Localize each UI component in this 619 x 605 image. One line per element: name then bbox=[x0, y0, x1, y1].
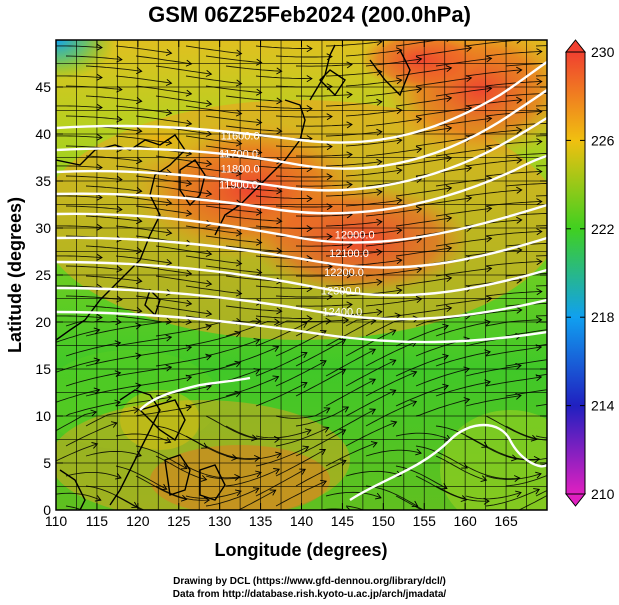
y-tick-label: 30 bbox=[35, 220, 51, 236]
colorbar-tick-label: 230 bbox=[591, 44, 615, 60]
x-tick-label: 165 bbox=[494, 513, 518, 529]
geopotential-contours bbox=[56, 61, 547, 501]
y-tick-label: 35 bbox=[35, 173, 51, 189]
x-tick-label: 140 bbox=[290, 513, 314, 529]
x-tick-label: 155 bbox=[413, 513, 437, 529]
credit-drawing: Drawing by DCL (https://www.gfd-dennou.o… bbox=[173, 576, 446, 587]
contour-labels: 11600.0 11700.0 11800.0 11900.0 12000.0 12100… bbox=[219, 131, 375, 319]
contour-label: 11900.0 bbox=[219, 180, 258, 192]
colorbar-bottom-arrow bbox=[564, 493, 587, 507]
colorbar-top-arrow bbox=[564, 39, 587, 53]
x-tick-label: 135 bbox=[249, 513, 273, 529]
x-tick-label: 145 bbox=[331, 513, 355, 529]
x-tick-label: 120 bbox=[126, 513, 150, 529]
colorbar-tick-label: 218 bbox=[591, 309, 615, 325]
contour-label: 12300.0 bbox=[321, 286, 361, 298]
contour-label: 12400.0 bbox=[323, 306, 363, 318]
y-tick-label: 15 bbox=[35, 361, 51, 377]
y-tick-label: 10 bbox=[35, 408, 51, 424]
colorbar-tick-label: 210 bbox=[591, 486, 615, 502]
y-tick-label: 25 bbox=[35, 267, 51, 283]
colorbar: 210 214 218 222 226 230 bbox=[564, 39, 615, 507]
contour-label: 12100.0 bbox=[329, 248, 369, 260]
credit-data: Data from http://database.rish.kyoto-u.a… bbox=[172, 589, 447, 600]
x-tick-label: 125 bbox=[167, 513, 191, 529]
y-axis-label: Latitude (degrees) bbox=[5, 197, 25, 353]
colorbar-tick-label: 214 bbox=[591, 398, 615, 414]
x-tick-label: 160 bbox=[453, 513, 477, 529]
map-title: GSM 06Z25Feb2024 (200.0hPa) bbox=[148, 2, 471, 27]
colorbar-tick-label: 226 bbox=[591, 132, 615, 148]
x-tick-label: 150 bbox=[372, 513, 396, 529]
x-tick-label: 130 bbox=[208, 513, 232, 529]
y-tick-label: 0 bbox=[43, 502, 51, 518]
contour-label: 11800.0 bbox=[221, 164, 260, 176]
y-axis-ticks: 0 5 10 15 20 25 30 35 40 45 bbox=[35, 79, 547, 518]
y-tick-label: 5 bbox=[43, 455, 51, 471]
y-tick-label: 45 bbox=[35, 79, 51, 95]
x-axis-label: Longitude (degrees) bbox=[214, 540, 387, 560]
y-tick-label: 40 bbox=[35, 126, 51, 142]
contour-label: 11600.0 bbox=[221, 131, 260, 143]
colorbar-gradient bbox=[566, 52, 585, 494]
y-tick-label: 20 bbox=[35, 314, 51, 330]
contour-label: 12000.0 bbox=[335, 229, 375, 241]
colorbar-tick-label: 222 bbox=[591, 221, 615, 237]
x-axis-ticks: 110 115 120 125 130 135 140 145 150 155 160 165 bbox=[45, 40, 518, 529]
contour-label: 11700.0 bbox=[219, 149, 258, 161]
x-tick-label: 110 bbox=[45, 513, 68, 529]
contour-label: 12200.0 bbox=[324, 267, 364, 279]
wind-streamlines bbox=[56, 40, 547, 510]
x-tick-label: 115 bbox=[86, 513, 109, 529]
